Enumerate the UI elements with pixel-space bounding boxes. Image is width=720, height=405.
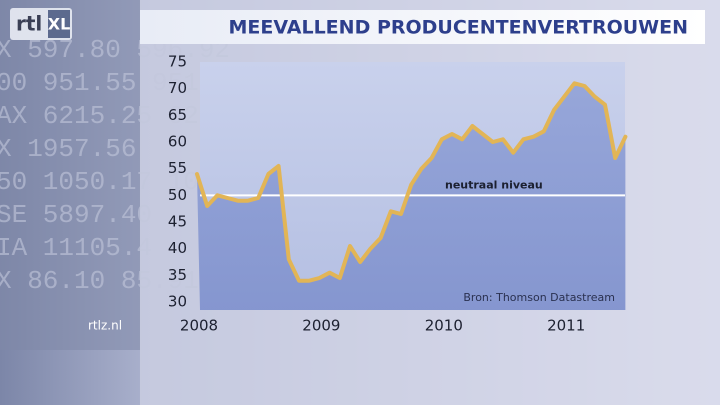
chart-title: MEEVALLEND PRODUCENTENVERTROUWEN	[228, 17, 688, 39]
title-bar	[140, 10, 705, 44]
left-panel	[0, 0, 140, 350]
reference-label: neutraal niveau	[445, 178, 543, 191]
x-tick-label: 2010	[425, 317, 463, 335]
source: Bron: Thomson Datastream	[463, 291, 615, 304]
y-tick-label: 50	[168, 186, 187, 204]
y-tick-label: 40	[168, 239, 187, 257]
y-tick-label: 65	[168, 106, 187, 124]
ticker-text: X 86.10 85.91	[0, 266, 199, 296]
y-tick-label: 30	[168, 293, 187, 311]
ticker-text: X 1957.56	[0, 134, 136, 164]
y-tick-label: 35	[168, 266, 187, 284]
y-tick-label: 45	[168, 213, 187, 231]
ticker-text: IA 11105.4	[0, 233, 152, 263]
area	[197, 83, 626, 310]
logo-xl: XL	[48, 15, 71, 34]
x-tick-label: 2009	[302, 317, 340, 335]
logo-xl-box	[48, 10, 70, 38]
y-tick-label: 55	[168, 159, 187, 177]
site-label: rtlz.nl	[88, 319, 122, 333]
y-tick-label: 75	[168, 53, 187, 71]
y-tick-label: 60	[168, 133, 187, 151]
logo-rtl: rtl	[16, 12, 42, 36]
x-tick-label: 2011	[547, 317, 585, 335]
ticker-text: SE 5897.40	[0, 200, 152, 230]
line	[195, 81, 628, 283]
y-tick-label: 70	[168, 79, 187, 97]
x-tick-label: 2008	[180, 317, 218, 335]
